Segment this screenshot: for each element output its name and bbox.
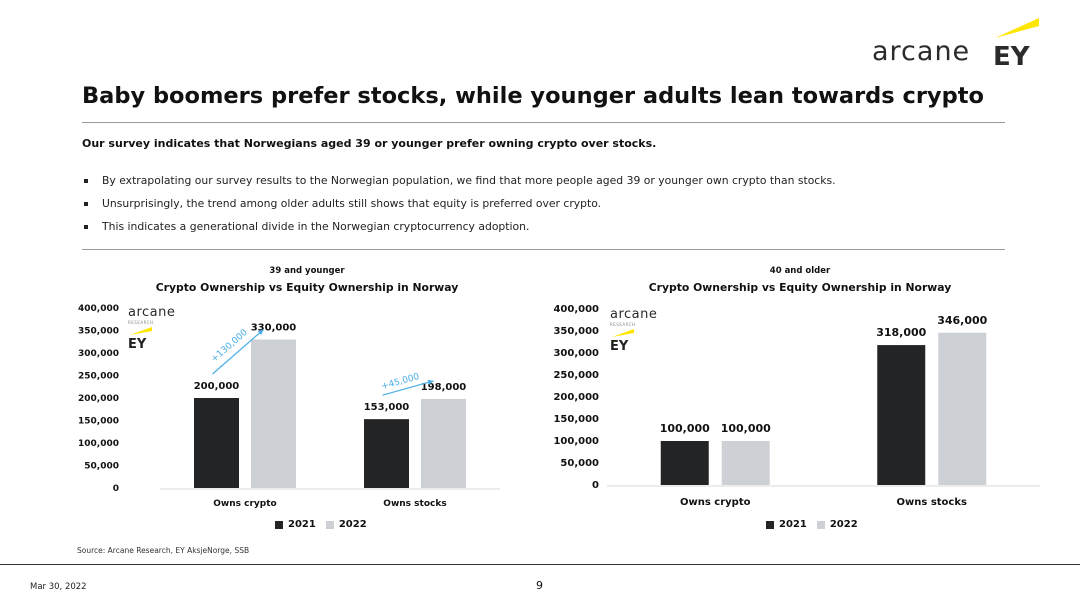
data-label: 100,000 bbox=[721, 422, 771, 435]
bar bbox=[660, 441, 709, 485]
bullet-list: By extrapolating our survey results to t… bbox=[82, 172, 836, 241]
y-tick-label: 150,000 bbox=[78, 417, 119, 427]
footer-divider bbox=[0, 564, 1080, 565]
y-tick-label: 350,000 bbox=[553, 326, 599, 337]
ey-logo-text: EY bbox=[993, 42, 1031, 68]
y-tick-label: 0 bbox=[113, 484, 119, 494]
brand-wordmark: arcane bbox=[872, 36, 971, 67]
y-tick-label: 200,000 bbox=[78, 394, 119, 404]
bar bbox=[364, 419, 409, 488]
chart-watermark-logo: arcane RESEARCH EY bbox=[128, 305, 188, 349]
section-divider bbox=[82, 249, 1005, 250]
legend-label: 2022 bbox=[338, 519, 367, 530]
y-tick-label: 200,000 bbox=[553, 392, 599, 403]
legend-item: 2021 bbox=[275, 519, 316, 530]
chart-title: Crypto Ownership vs Equity Ownership in … bbox=[155, 281, 459, 294]
legend-label: 2022 bbox=[829, 519, 858, 530]
legend-swatch bbox=[766, 520, 774, 529]
y-tick-label: 400,000 bbox=[553, 304, 599, 315]
ey-watermark-icon: EY bbox=[128, 327, 152, 349]
legend-item: 2021 bbox=[766, 519, 807, 530]
bullet-item: By extrapolating our survey results to t… bbox=[82, 172, 836, 195]
title-divider bbox=[82, 122, 1005, 123]
ey-watermark-text: EY bbox=[610, 339, 629, 351]
legend-swatch bbox=[275, 520, 283, 529]
y-tick-label: 400,000 bbox=[78, 304, 119, 314]
chart-title: Crypto Ownership vs Equity Ownership in … bbox=[648, 281, 952, 294]
y-tick-label: 0 bbox=[592, 480, 599, 491]
growth-arrow-line bbox=[212, 329, 264, 375]
data-label: 153,000 bbox=[364, 402, 410, 413]
watermark-subtext: RESEARCH bbox=[610, 322, 636, 327]
brand-logo: arcane EY bbox=[868, 18, 1048, 70]
category-label: Owns crypto bbox=[213, 499, 276, 509]
category-label: Owns stocks bbox=[897, 497, 967, 508]
category-label: Owns stocks bbox=[383, 499, 446, 509]
growth-arrow-head bbox=[427, 379, 434, 385]
legend-item: 2022 bbox=[325, 519, 367, 530]
growth-arrow-line bbox=[382, 380, 434, 396]
data-label: 346,000 bbox=[937, 314, 987, 327]
chart-group-label: 39 and younger bbox=[269, 266, 345, 276]
y-tick-label: 300,000 bbox=[78, 349, 119, 359]
summary-subtitle: Our survey indicates that Norwegians age… bbox=[82, 137, 657, 150]
watermark-wordmark: arcane bbox=[128, 305, 176, 320]
y-tick-label: 50,000 bbox=[560, 458, 599, 469]
footer-date: Mar 30, 2022 bbox=[30, 582, 87, 592]
ey-watermark-text: EY bbox=[128, 337, 147, 349]
data-label: 318,000 bbox=[876, 326, 926, 339]
y-tick-label: 150,000 bbox=[553, 414, 599, 425]
legend-swatch bbox=[325, 520, 334, 529]
chart-watermark-logo: arcane RESEARCH EY bbox=[610, 307, 670, 351]
legend-label: 2021 bbox=[288, 519, 316, 530]
legend-item: 2022 bbox=[816, 519, 858, 530]
watermark-subtext: RESEARCH bbox=[128, 320, 154, 325]
y-tick-label: 100,000 bbox=[553, 436, 599, 447]
y-tick-label: 250,000 bbox=[553, 370, 599, 381]
category-label: Owns crypto bbox=[680, 497, 751, 508]
y-tick-label: 50,000 bbox=[84, 462, 119, 472]
legend-label: 2021 bbox=[779, 519, 807, 530]
bar bbox=[194, 398, 239, 488]
bar bbox=[251, 339, 296, 488]
y-tick-label: 250,000 bbox=[78, 372, 119, 382]
bar bbox=[421, 398, 466, 488]
y-tick-label: 350,000 bbox=[78, 327, 119, 337]
y-tick-label: 100,000 bbox=[78, 439, 119, 449]
bar bbox=[877, 345, 926, 485]
y-tick-label: 300,000 bbox=[553, 348, 599, 359]
bullet-item: This indicates a generational divide in … bbox=[82, 218, 836, 241]
source-note: Source: Arcane Research, EY AksjeNorge, … bbox=[77, 546, 250, 555]
growth-arrow-head bbox=[257, 329, 264, 336]
bar bbox=[938, 332, 987, 485]
ey-watermark-icon: EY bbox=[610, 329, 634, 351]
page-number: 9 bbox=[536, 579, 543, 592]
chart-legend: 2021 2022 bbox=[766, 519, 858, 530]
chart-group-label: 40 and older bbox=[769, 266, 831, 276]
data-label: 100,000 bbox=[660, 422, 710, 435]
data-label: 198,000 bbox=[421, 382, 467, 393]
slide-title: Baby boomers prefer stocks, while younge… bbox=[82, 83, 984, 109]
bullet-item: Unsurprisingly, the trend among older ad… bbox=[82, 195, 836, 218]
bar bbox=[721, 441, 770, 485]
data-label: 200,000 bbox=[194, 381, 240, 392]
chart-legend: 2021 2022 bbox=[275, 519, 367, 530]
data-label: 330,000 bbox=[251, 323, 297, 334]
ey-logo-icon: EY bbox=[993, 18, 1039, 68]
watermark-wordmark: arcane bbox=[610, 307, 658, 322]
legend-swatch bbox=[816, 520, 825, 529]
